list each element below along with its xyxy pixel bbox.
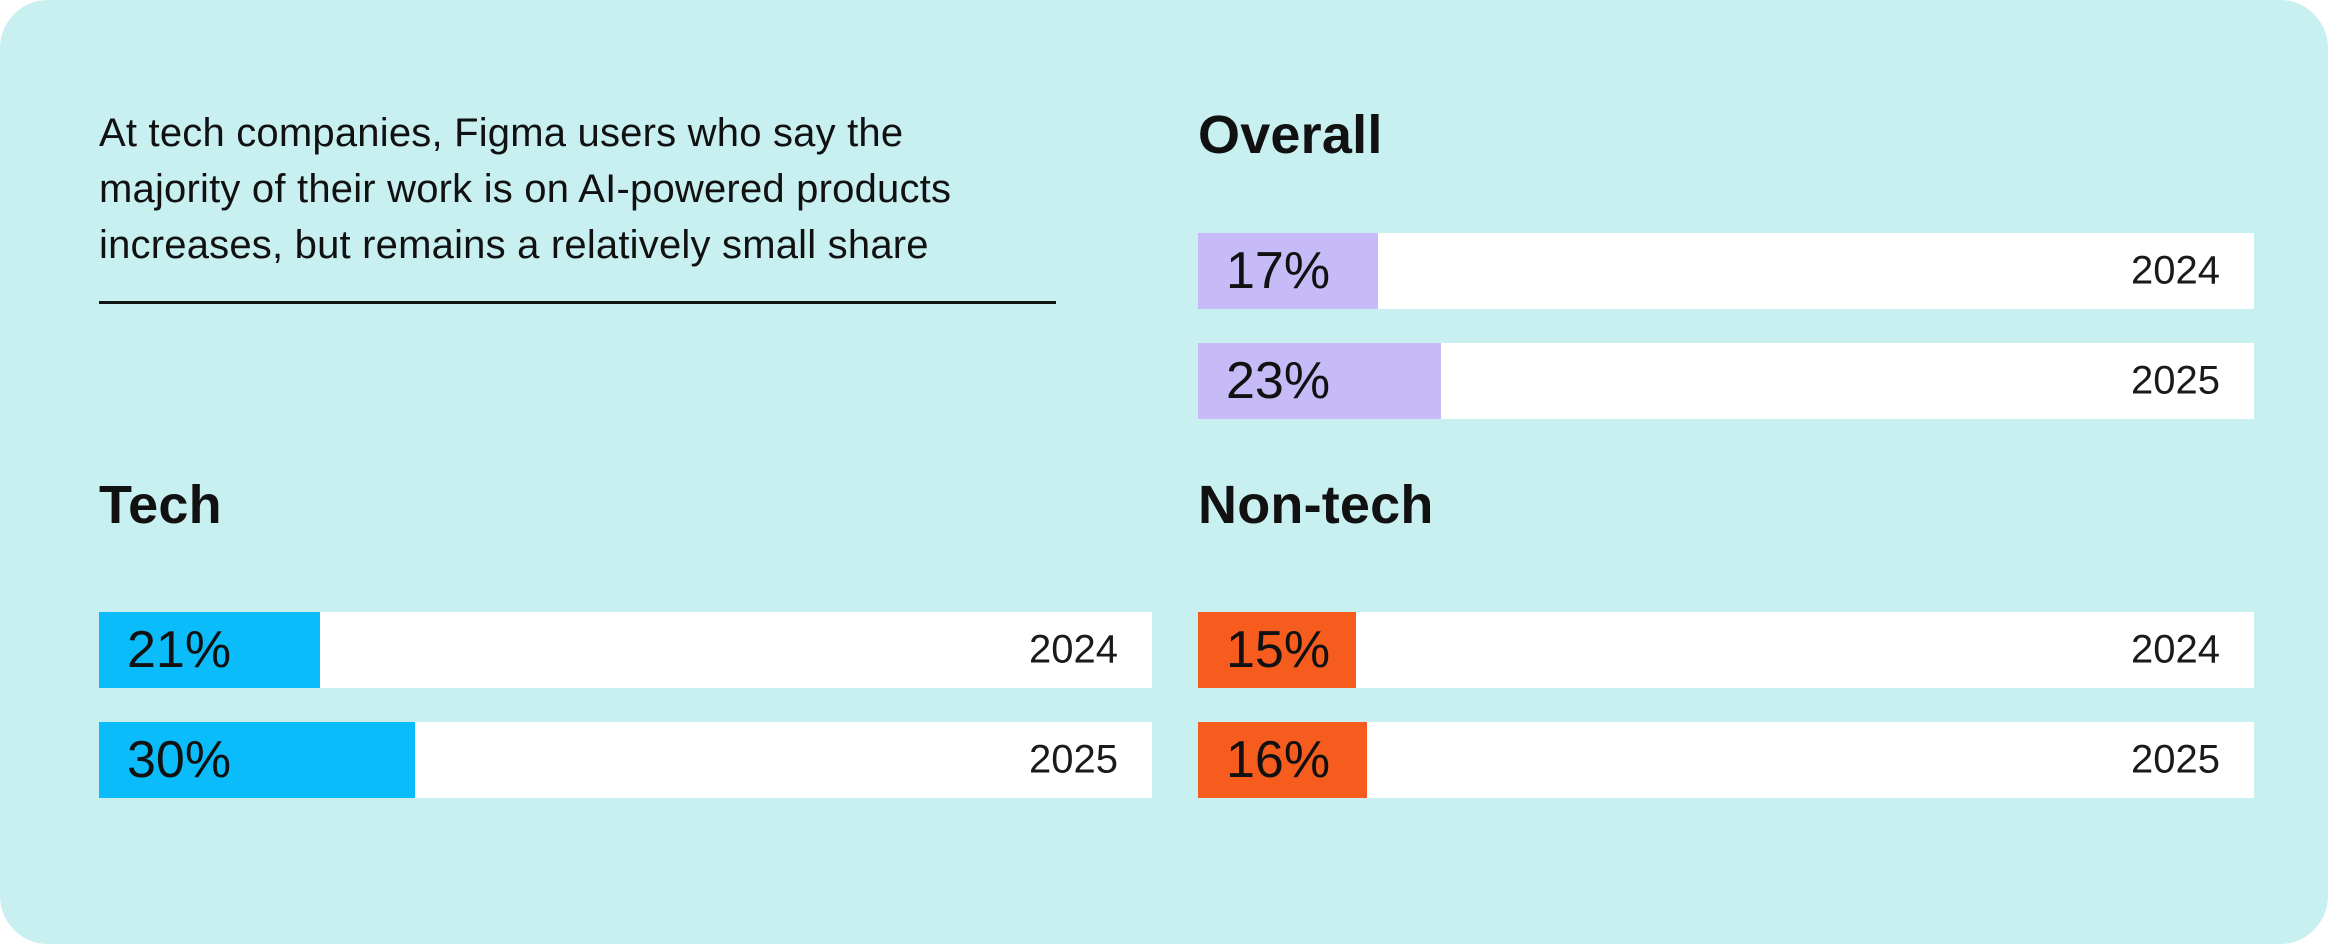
section-heading-tech: Tech <box>99 475 222 535</box>
title-underline <box>99 301 1056 304</box>
bar-year-label: 2024 <box>2131 248 2220 293</box>
section-heading-nontech: Non-tech <box>1198 475 1434 535</box>
bar-tech-2024: 21% 2024 <box>99 612 1152 688</box>
chart-title-line-3: increases, but remains a relatively smal… <box>99 223 929 267</box>
bar-value-label: 16% <box>1226 731 1331 789</box>
bar-fill-tech-2025: 30% <box>99 722 415 798</box>
bar-year-label: 2024 <box>2131 627 2220 672</box>
chart-title: At tech companies, Figma users who say t… <box>99 105 1152 273</box>
bar-fill-nontech-2024: 15% <box>1198 612 1357 688</box>
bar-year-label: 2025 <box>2131 358 2220 403</box>
bar-fill-nontech-2025: 16% <box>1198 722 1367 798</box>
bar-year-label: 2024 <box>1029 627 1118 672</box>
bar-value-label: 23% <box>1226 352 1331 410</box>
chart-title-line-1: At tech companies, Figma users who say t… <box>99 111 904 155</box>
bar-value-label: 17% <box>1226 242 1331 300</box>
bar-overall-2025: 23% 2025 <box>1198 343 2254 419</box>
bar-overall-2024: 17% 2024 <box>1198 233 2254 309</box>
bar-nontech-2025: 16% 2025 <box>1198 722 2254 798</box>
left-column: At tech companies, Figma users who say t… <box>99 0 1152 798</box>
bar-year-label: 2025 <box>2131 737 2220 782</box>
bar-group-nontech: 15% 2024 16% 2025 <box>1198 612 2254 798</box>
right-column: Overall 17% 2024 23% 2025 <box>1198 0 2254 798</box>
bar-tech-2025: 30% 2025 <box>99 722 1152 798</box>
bar-value-label: 15% <box>1226 621 1331 679</box>
bar-value-label: 30% <box>127 731 232 789</box>
bar-group-tech: 21% 2024 30% 2025 <box>99 612 1152 798</box>
section-heading-overall: Overall <box>1198 105 1383 165</box>
bar-group-overall: 17% 2024 23% 2025 <box>1198 233 2254 419</box>
bar-year-label: 2025 <box>1029 737 1118 782</box>
bar-fill-overall-2024: 17% <box>1198 233 1378 309</box>
chart-title-line-2: majority of their work is on AI-powered … <box>99 167 952 211</box>
bar-fill-overall-2025: 23% <box>1198 343 1441 419</box>
bar-value-label: 21% <box>127 621 232 679</box>
bar-nontech-2024: 15% 2024 <box>1198 612 2254 688</box>
two-column-layout: At tech companies, Figma users who say t… <box>99 0 2254 798</box>
bar-fill-tech-2024: 21% <box>99 612 321 688</box>
